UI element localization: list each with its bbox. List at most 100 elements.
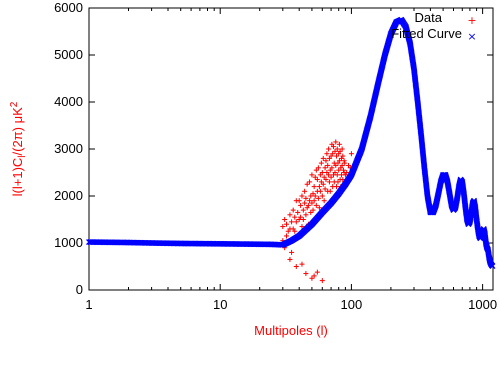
- data-point: [332, 148, 338, 154]
- data-point: [309, 275, 315, 281]
- data-point: [311, 198, 317, 204]
- data-point: [293, 264, 299, 269]
- data-point: [334, 172, 340, 178]
- data-point: [287, 256, 293, 262]
- data-point: [290, 207, 296, 213]
- data-point: [298, 214, 304, 220]
- y-axis-title-main: l(l+1)C: [10, 158, 25, 197]
- data-point: [334, 146, 340, 152]
- data-point: [321, 198, 327, 204]
- legend-marker-fitted-curve: ×: [467, 30, 476, 43]
- data-point: [317, 188, 323, 194]
- fitted-curve-point: [489, 263, 496, 269]
- data-point: [326, 146, 332, 152]
- x-tick-label: 100: [341, 297, 363, 312]
- data-point: [322, 186, 328, 192]
- data-point: [320, 155, 326, 161]
- data-point: [308, 193, 314, 199]
- y-tick-label: 4000: [54, 94, 83, 109]
- data-point: [311, 184, 317, 190]
- data-point: [303, 195, 309, 201]
- data-point: [334, 184, 340, 190]
- data-point: [280, 224, 286, 230]
- data-point: [304, 205, 310, 211]
- data-point: [328, 174, 334, 180]
- data-point: [310, 207, 316, 213]
- data-point: [333, 139, 339, 145]
- data-point: [333, 162, 339, 168]
- data-point: [319, 193, 325, 199]
- y-axis-ticks: 0 1000 2000 3000 4000 5000 6000: [54, 0, 493, 297]
- y-axis-title-superscript: 2: [9, 101, 20, 107]
- data-point: [293, 219, 299, 225]
- data-point: [316, 205, 322, 211]
- data-point: [299, 261, 305, 267]
- x-axis-ticks: 1 10 100 1000: [85, 8, 497, 312]
- data-point: [296, 198, 302, 204]
- data-point: [282, 217, 288, 222]
- data-point: [310, 191, 316, 197]
- data-point: [348, 151, 354, 157]
- y-axis-title: l(l+1)Cl/(2π) μK2: [9, 101, 28, 196]
- data-point: [313, 202, 319, 208]
- data-point: [322, 165, 328, 171]
- y-tick-label: 2000: [54, 188, 83, 203]
- data-point: [341, 158, 347, 164]
- data-point: [309, 200, 315, 206]
- plot-area: [86, 16, 496, 284]
- data-point: [289, 219, 295, 225]
- data-point: [292, 228, 298, 234]
- y-tick-label: 5000: [54, 47, 83, 62]
- data-point: [299, 224, 305, 230]
- data-point: [309, 172, 315, 178]
- data-point: [311, 273, 317, 279]
- y-axis-title-rest: /(2π) μK: [10, 107, 25, 156]
- data-point: [319, 278, 325, 284]
- x-tick-label: 1000: [468, 297, 497, 312]
- data-point: [318, 160, 324, 166]
- data-point: [292, 214, 298, 220]
- data-point: [334, 153, 340, 159]
- data-point: [314, 269, 320, 275]
- data-point: [303, 212, 309, 218]
- legend: Data + Fitted Curve ×: [391, 10, 476, 43]
- data-point: [312, 193, 318, 199]
- data-point: [314, 177, 320, 183]
- x-tick-label: 1: [85, 297, 92, 312]
- y-tick-label: 6000: [54, 0, 83, 15]
- data-point: [302, 200, 308, 206]
- data-point: [305, 202, 311, 208]
- y-tick-label: 0: [76, 282, 83, 297]
- data-point: [330, 144, 336, 150]
- x-axis-title: Multipoles (l): [254, 323, 328, 338]
- data-point: [326, 179, 332, 185]
- data-point: [323, 177, 329, 183]
- data-point: [327, 188, 333, 194]
- data-point: [324, 151, 330, 157]
- data-point: [307, 198, 313, 204]
- x-tick-label: 10: [213, 297, 227, 312]
- legend-label-fitted-curve: Fitted Curve: [391, 26, 462, 41]
- data-point: [287, 212, 293, 218]
- data-point: [304, 181, 310, 187]
- data-point: [342, 160, 348, 166]
- data-point: [299, 193, 305, 199]
- data-point: [329, 165, 335, 171]
- y-tick-label: 1000: [54, 235, 83, 250]
- series-data-points: [280, 139, 354, 284]
- data-point: [308, 209, 314, 215]
- data-point: [340, 153, 346, 159]
- data-point: [295, 209, 301, 215]
- data-point: [303, 271, 309, 277]
- data-point: [326, 172, 332, 178]
- data-point: [319, 170, 325, 175]
- y-tick-label: 3000: [54, 141, 83, 156]
- data-point: [323, 158, 329, 164]
- series-fitted-curve: [86, 16, 496, 269]
- data-point: [336, 141, 342, 147]
- data-point: [315, 195, 321, 201]
- data-point: [330, 151, 336, 157]
- data-point: [300, 207, 306, 213]
- data-point: [283, 233, 289, 239]
